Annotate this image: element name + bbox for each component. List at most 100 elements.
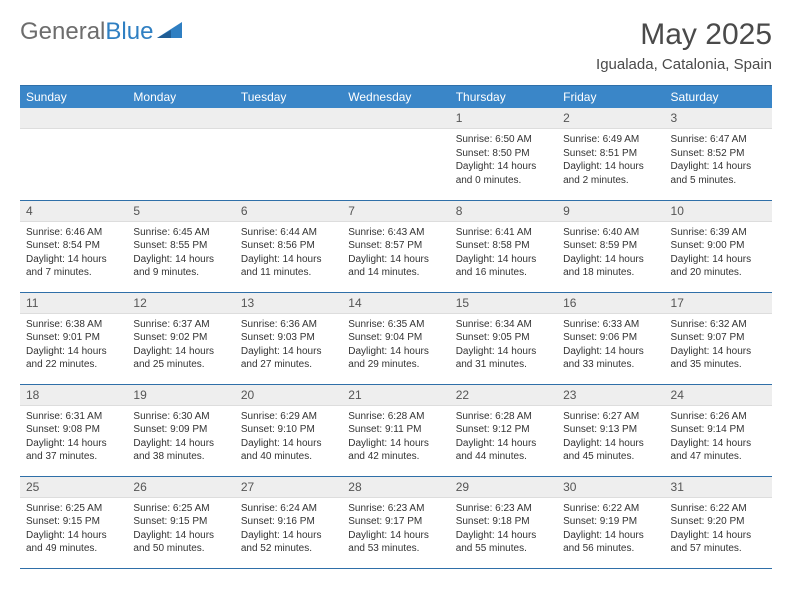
day-number: 4: [20, 201, 127, 222]
sunrise-line: Sunrise: 6:32 AM: [671, 318, 766, 332]
day-number: 7: [342, 201, 449, 222]
sunset-line: Sunset: 9:04 PM: [348, 331, 443, 345]
sunrise-line: Sunrise: 6:29 AM: [241, 410, 336, 424]
daylight-line: Daylight: 14 hours and 38 minutes.: [133, 437, 228, 464]
weekday-row: SundayMondayTuesdayWednesdayThursdayFrid…: [20, 86, 772, 109]
weekday-header: Sunday: [20, 86, 127, 109]
calendar-cell: 25Sunrise: 6:25 AMSunset: 9:15 PMDayligh…: [20, 476, 127, 568]
calendar-cell: 18Sunrise: 6:31 AMSunset: 9:08 PMDayligh…: [20, 384, 127, 476]
day-body: Sunrise: 6:36 AMSunset: 9:03 PMDaylight:…: [235, 314, 342, 378]
calendar-cell: 3Sunrise: 6:47 AMSunset: 8:52 PMDaylight…: [665, 108, 772, 200]
sunset-line: Sunset: 9:19 PM: [563, 515, 658, 529]
sunrise-line: Sunrise: 6:22 AM: [671, 502, 766, 516]
sunrise-line: Sunrise: 6:45 AM: [133, 226, 228, 240]
day-number: 5: [127, 201, 234, 222]
brand-part2: Blue: [105, 18, 153, 45]
day-number: 16: [557, 293, 664, 314]
brand-part1: General: [20, 18, 105, 45]
daylight-line: Daylight: 14 hours and 53 minutes.: [348, 529, 443, 556]
sunrise-line: Sunrise: 6:50 AM: [456, 133, 551, 147]
day-number: 14: [342, 293, 449, 314]
calendar-body: 1Sunrise: 6:50 AMSunset: 8:50 PMDaylight…: [20, 108, 772, 568]
daylight-line: Daylight: 14 hours and 57 minutes.: [671, 529, 766, 556]
calendar-cell: [342, 108, 449, 200]
day-body: Sunrise: 6:27 AMSunset: 9:13 PMDaylight:…: [557, 406, 664, 470]
sunrise-line: Sunrise: 6:41 AM: [456, 226, 551, 240]
sunset-line: Sunset: 9:08 PM: [26, 423, 121, 437]
day-body: [342, 129, 449, 189]
sunrise-line: Sunrise: 6:23 AM: [456, 502, 551, 516]
day-number: 13: [235, 293, 342, 314]
day-body: Sunrise: 6:28 AMSunset: 9:11 PMDaylight:…: [342, 406, 449, 470]
day-body: Sunrise: 6:34 AMSunset: 9:05 PMDaylight:…: [450, 314, 557, 378]
day-number: 6: [235, 201, 342, 222]
daylight-line: Daylight: 14 hours and 47 minutes.: [671, 437, 766, 464]
daylight-line: Daylight: 14 hours and 2 minutes.: [563, 160, 658, 187]
day-body: Sunrise: 6:30 AMSunset: 9:09 PMDaylight:…: [127, 406, 234, 470]
daylight-line: Daylight: 14 hours and 7 minutes.: [26, 253, 121, 280]
weekday-header: Thursday: [450, 86, 557, 109]
sunrise-line: Sunrise: 6:28 AM: [348, 410, 443, 424]
day-number: 24: [665, 385, 772, 406]
day-number: 23: [557, 385, 664, 406]
sunset-line: Sunset: 9:03 PM: [241, 331, 336, 345]
day-number: 17: [665, 293, 772, 314]
sunrise-line: Sunrise: 6:34 AM: [456, 318, 551, 332]
day-number: 10: [665, 201, 772, 222]
day-body: Sunrise: 6:33 AMSunset: 9:06 PMDaylight:…: [557, 314, 664, 378]
daylight-line: Daylight: 14 hours and 55 minutes.: [456, 529, 551, 556]
daylight-line: Daylight: 14 hours and 56 minutes.: [563, 529, 658, 556]
weekday-header: Friday: [557, 86, 664, 109]
calendar-cell: 10Sunrise: 6:39 AMSunset: 9:00 PMDayligh…: [665, 200, 772, 292]
calendar-head: SundayMondayTuesdayWednesdayThursdayFrid…: [20, 86, 772, 109]
day-number: 19: [127, 385, 234, 406]
sunset-line: Sunset: 9:13 PM: [563, 423, 658, 437]
sunrise-line: Sunrise: 6:49 AM: [563, 133, 658, 147]
day-number: 27: [235, 477, 342, 498]
weekday-header: Tuesday: [235, 86, 342, 109]
daylight-line: Daylight: 14 hours and 25 minutes.: [133, 345, 228, 372]
calendar-cell: 17Sunrise: 6:32 AMSunset: 9:07 PMDayligh…: [665, 292, 772, 384]
calendar-cell: 6Sunrise: 6:44 AMSunset: 8:56 PMDaylight…: [235, 200, 342, 292]
day-body: Sunrise: 6:39 AMSunset: 9:00 PMDaylight:…: [665, 222, 772, 286]
sunset-line: Sunset: 9:06 PM: [563, 331, 658, 345]
daylight-line: Daylight: 14 hours and 52 minutes.: [241, 529, 336, 556]
daylight-line: Daylight: 14 hours and 14 minutes.: [348, 253, 443, 280]
calendar-cell: 22Sunrise: 6:28 AMSunset: 9:12 PMDayligh…: [450, 384, 557, 476]
day-body: Sunrise: 6:25 AMSunset: 9:15 PMDaylight:…: [127, 498, 234, 562]
day-body: Sunrise: 6:22 AMSunset: 9:20 PMDaylight:…: [665, 498, 772, 562]
sunset-line: Sunset: 9:09 PM: [133, 423, 228, 437]
day-number: 25: [20, 477, 127, 498]
calendar-cell: 24Sunrise: 6:26 AMSunset: 9:14 PMDayligh…: [665, 384, 772, 476]
day-body: Sunrise: 6:31 AMSunset: 9:08 PMDaylight:…: [20, 406, 127, 470]
sunrise-line: Sunrise: 6:40 AM: [563, 226, 658, 240]
calendar-cell: 21Sunrise: 6:28 AMSunset: 9:11 PMDayligh…: [342, 384, 449, 476]
sunset-line: Sunset: 9:14 PM: [671, 423, 766, 437]
day-number: 26: [127, 477, 234, 498]
daylight-line: Daylight: 14 hours and 37 minutes.: [26, 437, 121, 464]
calendar-page: GeneralBlue May 2025 Igualada, Catalonia…: [0, 0, 792, 587]
daylight-line: Daylight: 14 hours and 16 minutes.: [456, 253, 551, 280]
daylight-line: Daylight: 14 hours and 33 minutes.: [563, 345, 658, 372]
daylight-line: Daylight: 14 hours and 5 minutes.: [671, 160, 766, 187]
sunrise-line: Sunrise: 6:31 AM: [26, 410, 121, 424]
day-number: 20: [235, 385, 342, 406]
daylight-line: Daylight: 14 hours and 11 minutes.: [241, 253, 336, 280]
calendar-table: SundayMondayTuesdayWednesdayThursdayFrid…: [20, 85, 772, 569]
calendar-cell: 8Sunrise: 6:41 AMSunset: 8:58 PMDaylight…: [450, 200, 557, 292]
calendar-cell: 23Sunrise: 6:27 AMSunset: 9:13 PMDayligh…: [557, 384, 664, 476]
day-number: 21: [342, 385, 449, 406]
sunset-line: Sunset: 8:52 PM: [671, 147, 766, 161]
daylight-line: Daylight: 14 hours and 22 minutes.: [26, 345, 121, 372]
calendar-cell: [127, 108, 234, 200]
sunrise-line: Sunrise: 6:30 AM: [133, 410, 228, 424]
calendar-row: 4Sunrise: 6:46 AMSunset: 8:54 PMDaylight…: [20, 200, 772, 292]
calendar-cell: 1Sunrise: 6:50 AMSunset: 8:50 PMDaylight…: [450, 108, 557, 200]
daylight-line: Daylight: 14 hours and 29 minutes.: [348, 345, 443, 372]
daylight-line: Daylight: 14 hours and 49 minutes.: [26, 529, 121, 556]
day-body: Sunrise: 6:49 AMSunset: 8:51 PMDaylight:…: [557, 129, 664, 193]
sunrise-line: Sunrise: 6:22 AM: [563, 502, 658, 516]
sunset-line: Sunset: 8:58 PM: [456, 239, 551, 253]
brand-text: GeneralBlue: [20, 18, 153, 46]
day-body: Sunrise: 6:23 AMSunset: 9:18 PMDaylight:…: [450, 498, 557, 562]
